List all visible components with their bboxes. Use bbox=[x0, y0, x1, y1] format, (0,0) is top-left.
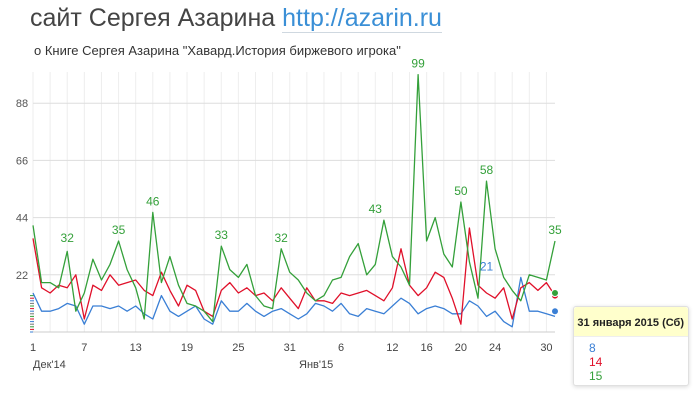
month-label: Янв'15 bbox=[299, 359, 333, 371]
site-title: сайт Сергея Азарина http://azarin.ru bbox=[30, 4, 442, 33]
data-label: 58 bbox=[480, 163, 494, 177]
site-link[interactable]: http://azarin.ru bbox=[282, 4, 442, 33]
tooltip-value-blue: 8 bbox=[589, 341, 596, 355]
series-point bbox=[551, 289, 559, 297]
data-label: 99 bbox=[411, 57, 425, 71]
x-tick-label: 13 bbox=[130, 342, 142, 354]
y-tick-label: 44 bbox=[16, 213, 28, 225]
x-tick-label: 16 bbox=[421, 342, 433, 354]
x-tick-label: 20 bbox=[455, 342, 467, 354]
x-tick-label: 19 bbox=[181, 342, 193, 354]
data-label: 32 bbox=[61, 231, 75, 245]
y-tick-label: 22 bbox=[16, 270, 28, 282]
data-label: 35 bbox=[548, 223, 562, 237]
series-line bbox=[32, 73, 556, 323]
series-line bbox=[32, 227, 556, 325]
data-label: 46 bbox=[146, 194, 160, 208]
x-tick-label: 25 bbox=[232, 342, 244, 354]
tooltip-value-red: 14 bbox=[589, 355, 603, 369]
data-label: 32 bbox=[274, 231, 288, 245]
data-label: 43 bbox=[369, 202, 383, 216]
site-title-text: сайт Сергея Азарина bbox=[30, 4, 276, 32]
x-tick-label: 24 bbox=[489, 342, 501, 354]
data-label: 33 bbox=[215, 228, 229, 242]
series-point bbox=[551, 307, 559, 316]
x-tick-label: 30 bbox=[540, 342, 552, 354]
x-tick-label: 31 bbox=[284, 342, 296, 354]
series-line bbox=[32, 276, 556, 328]
tooltip-date: 31 января 2015 (Сб) bbox=[574, 307, 688, 337]
month-label: Дек'14 bbox=[33, 359, 66, 371]
tooltip-value-green: 15 bbox=[589, 369, 603, 383]
x-tick-label: 1 bbox=[30, 342, 36, 354]
tooltip: 31 января 2015 (Сб) 8 14 15 bbox=[573, 306, 689, 386]
x-tick-label: 7 bbox=[81, 342, 87, 354]
y-tick-label: 88 bbox=[16, 98, 28, 110]
chart-subtitle: о Книге Сергея Азарина "Хавард.История б… bbox=[34, 43, 401, 58]
y-tick-label: 66 bbox=[16, 155, 28, 167]
x-tick-label: 6 bbox=[338, 342, 344, 354]
x-tick-label: 12 bbox=[386, 342, 398, 354]
data-label: 21 bbox=[480, 259, 494, 273]
data-label: 50 bbox=[454, 184, 468, 198]
data-label: 35 bbox=[112, 223, 126, 237]
